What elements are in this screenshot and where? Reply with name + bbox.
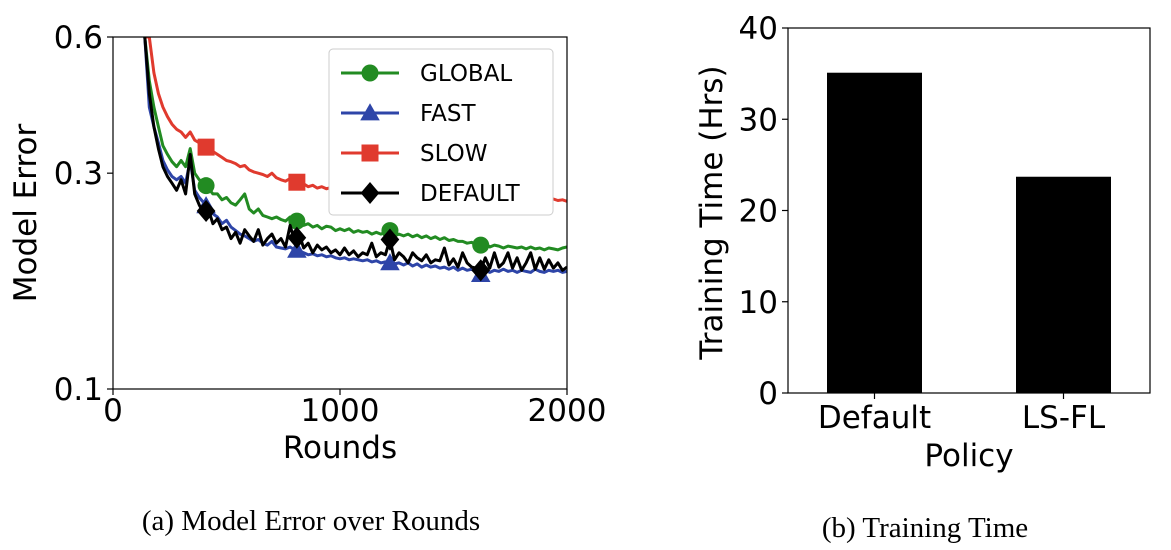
marker-default-2 [380,228,400,251]
x-axis-label-b: Policy [924,438,1013,474]
bar-ls-fl [1016,176,1111,393]
legend-marker-slow [361,144,379,162]
caption-a: (a) Model Error over Rounds [142,505,480,537]
legend-label-global: GLOBAL [420,61,512,87]
legend-label-fast: FAST [420,101,476,127]
caption-b: (b) Training Time [822,512,1028,544]
series-line-fast [143,37,567,277]
marker-slow-0 [197,138,215,156]
series-line-global [143,37,567,252]
x-tick-label-a-2: 2000 [528,393,607,429]
legend-a: GLOBAL FAST SLOW DEFAULT [328,48,554,216]
marker-default-1 [287,226,307,249]
legend-label-default: DEFAULT [420,181,521,207]
legend-marker-default [360,181,380,205]
y-tick-label-b-1: 10 [739,285,778,321]
y-axis-label-a: Model Error [8,124,44,303]
y-tick-label-b-2: 20 [739,194,778,230]
model-error-line-chart: 0 1000 2000 0.1 0.3 0.6 Rounds Model Error GLOBA… [8,20,606,466]
marker-fast-1 [287,240,307,258]
marker-default-3 [471,259,491,282]
series-line-default [143,37,567,272]
marker-global-1 [288,212,306,230]
marker-slow-1 [288,173,306,191]
x-tick-label-a-0: 0 [103,393,123,429]
bar-default [827,72,922,394]
marker-default-0 [196,199,216,223]
x-tick-label-b-1: LS-FL [1022,400,1106,436]
y-tick-label-b-3: 30 [739,102,778,138]
legend-marker-fast [360,103,380,121]
y-tick-label-a-0: 0.1 [54,372,103,408]
legend-box-a [328,48,554,216]
training-time-bar-chart: Default LS-FL 0 10 20 30 40 Policy Training Time… [694,11,1151,474]
marker-global-3 [472,236,490,254]
y-tick-label-b-4: 40 [739,11,778,47]
x-tick-label-a-1: 1000 [301,393,380,429]
y-tick-label-a-1: 0.3 [54,156,103,192]
y-axis-label-b: Training Time (Hrs) [694,65,730,360]
legend-label-slow: SLOW [420,141,487,167]
marker-fast-2 [380,253,400,271]
legend-marker-global [361,64,379,82]
x-axis-label-a: Rounds [283,430,397,466]
y-tick-label-b-0: 0 [758,376,778,412]
x-tick-label-b-0: Default [818,400,931,436]
y-tick-label-a-2: 0.6 [54,20,103,56]
marker-global-0 [197,177,215,195]
